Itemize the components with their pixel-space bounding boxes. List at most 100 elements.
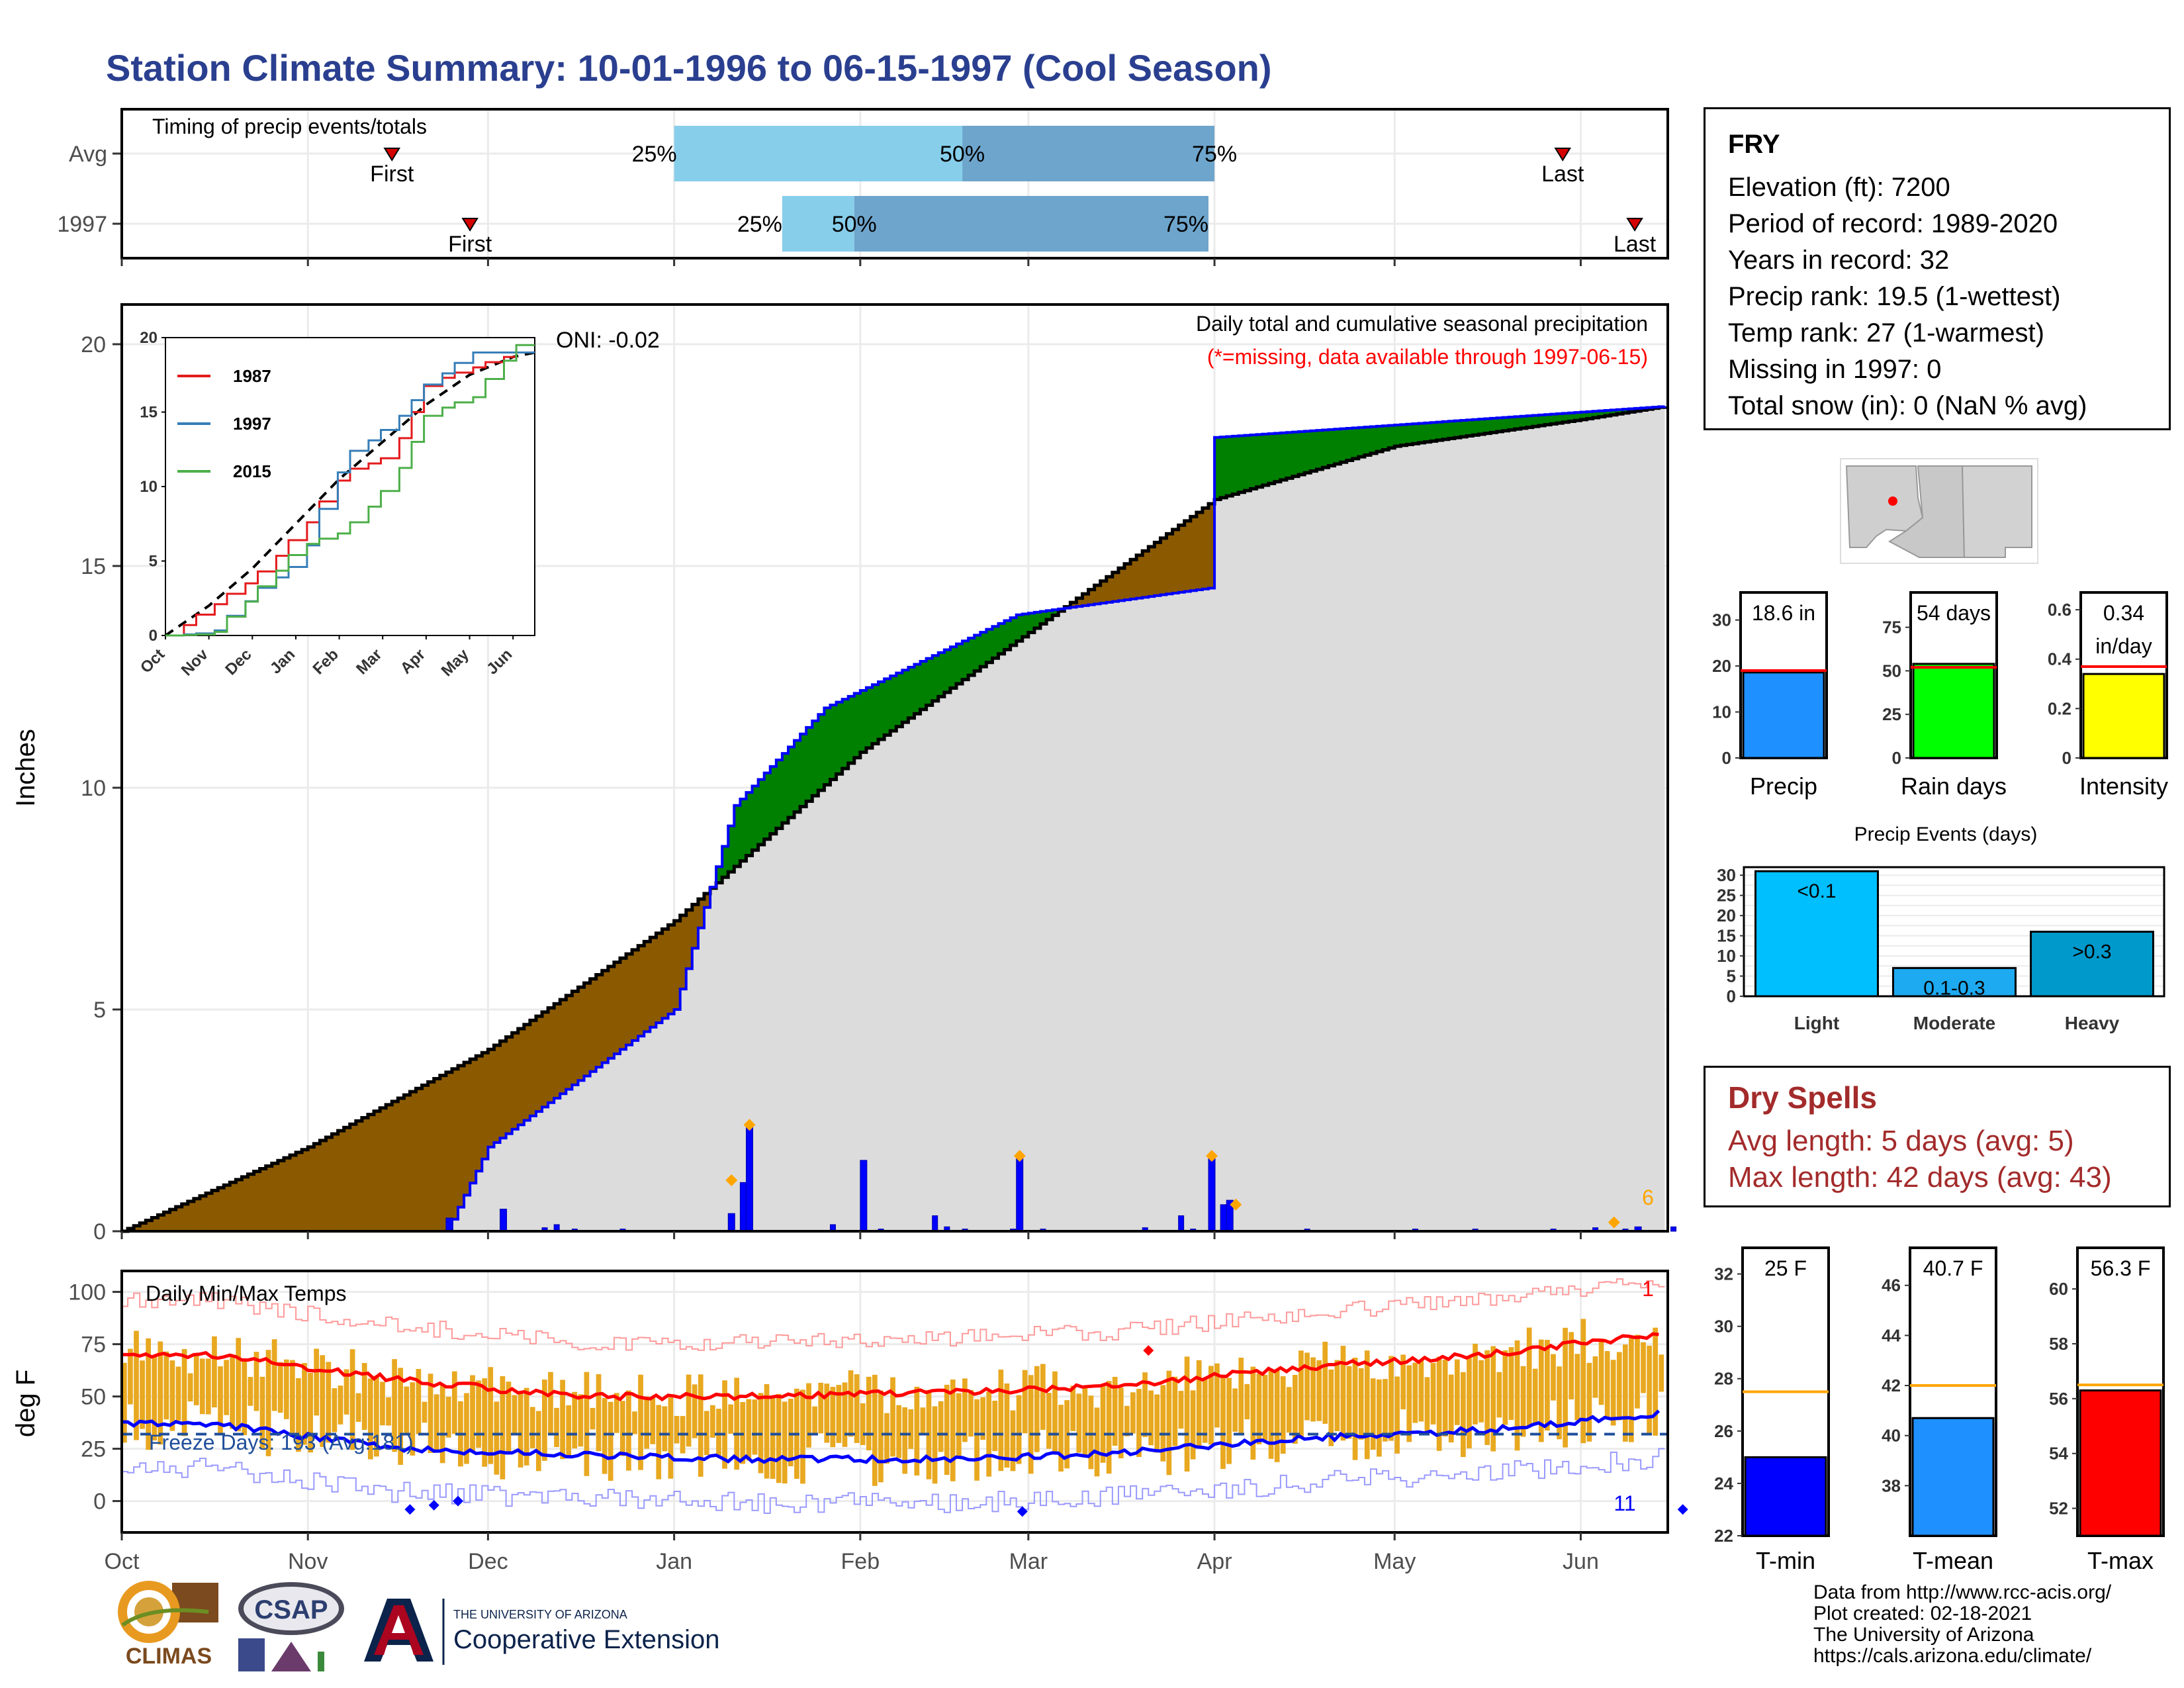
precip-diff-area xyxy=(998,623,1005,654)
temp-daily-bar xyxy=(523,1387,529,1466)
temp-daily-bar xyxy=(752,1399,758,1455)
timing-first-marker xyxy=(383,148,401,162)
precip-diff-area xyxy=(1070,602,1077,608)
inset-xtick-label: Oct xyxy=(137,645,168,677)
precip-diff-area xyxy=(830,705,837,780)
precip-diff-area xyxy=(920,661,927,710)
temp-daily-bar xyxy=(230,1357,236,1429)
temp-summary-ytick-label: 22 xyxy=(1714,1526,1733,1546)
inset-ytick-label: 0 xyxy=(149,627,158,645)
precip-caption: Daily total and cumulative seasonal prec… xyxy=(1196,312,1648,336)
precip-diff-area xyxy=(470,1059,477,1184)
temp-summary-ytick-label: 32 xyxy=(1714,1264,1733,1284)
temp-daily-bar xyxy=(788,1398,794,1467)
temp-daily-bar xyxy=(433,1394,439,1450)
precip-event-marker xyxy=(1230,1198,1242,1211)
temp-daily-bar xyxy=(1557,1366,1562,1440)
temp-daily-bar xyxy=(1496,1372,1502,1418)
precip-frame xyxy=(120,303,1669,1233)
precip-diff-area xyxy=(506,1037,513,1134)
precip-diff-area xyxy=(962,641,969,680)
precip-diff-area xyxy=(158,1215,165,1231)
month-axis-label: Dec xyxy=(468,1549,508,1574)
oni-label: ONI: -0.02 xyxy=(556,328,660,353)
temp-daily-bar xyxy=(619,1401,625,1456)
events-bar-label: <0.1 xyxy=(1797,880,1836,902)
precip-diff-area xyxy=(1557,414,1563,424)
precip-diff-area xyxy=(169,1209,177,1231)
precip-diff-area xyxy=(1551,414,1557,424)
mini-ytick-label: 75 xyxy=(1882,618,1901,637)
precip-diff-area xyxy=(464,1062,471,1196)
temp-daily-bar xyxy=(1592,1356,1598,1398)
temp-daily-bar xyxy=(1124,1405,1130,1436)
precip-diff-area xyxy=(518,1028,525,1125)
temp-record-low-marker xyxy=(1677,1504,1688,1515)
temp-daily-bar xyxy=(896,1405,901,1458)
temp-daily-bar xyxy=(1238,1357,1244,1434)
temp-daily-bar xyxy=(1148,1390,1154,1446)
precip-diff-area xyxy=(986,629,993,663)
precip-diff-area xyxy=(242,1176,249,1231)
precip-diff-area xyxy=(680,915,687,990)
temp-daily-bar xyxy=(596,1374,602,1452)
temp-daily-bar xyxy=(974,1399,979,1481)
temp-daily-bar xyxy=(1076,1393,1082,1453)
temp-daily-bar xyxy=(560,1380,565,1460)
temp-daily-bar xyxy=(1172,1376,1178,1446)
events-bar-heavy xyxy=(2030,931,2154,998)
temp-daily-bar xyxy=(1220,1376,1226,1470)
precip-diff-area xyxy=(271,1163,279,1231)
temp-daily-bar xyxy=(1088,1395,1094,1470)
temp-summary-bar-t-mean xyxy=(1911,1417,1995,1537)
precip-diff-area xyxy=(1118,568,1125,601)
precip-diff-area xyxy=(578,987,585,1081)
precip-diff-area xyxy=(314,1143,320,1231)
temp-daily-bar xyxy=(1569,1332,1574,1400)
precip-diff-area xyxy=(230,1182,236,1231)
precip-diff-area xyxy=(608,966,615,1058)
temp-summary-ytick-label: 60 xyxy=(2049,1279,2068,1299)
temp-daily-bar xyxy=(854,1374,860,1443)
month-axis-label: Feb xyxy=(841,1549,880,1574)
precip-ytick-label: 0 xyxy=(93,1219,106,1244)
precip-diff-area xyxy=(1377,426,1383,452)
precip-diff-area xyxy=(1328,429,1336,466)
temp-daily-bar xyxy=(212,1336,217,1408)
precip-diff-area xyxy=(1172,529,1179,594)
events-ytick-label: 10 xyxy=(1717,946,1736,966)
precip-diff-area xyxy=(1383,426,1389,450)
precip-diff-area xyxy=(626,954,633,1045)
precip-diff-area xyxy=(806,727,813,802)
events-category-label: Heavy xyxy=(2065,1013,2120,1033)
precip-diff-area xyxy=(181,1203,189,1231)
temp-daily-bar xyxy=(722,1380,727,1469)
temp-daily-bar xyxy=(349,1349,355,1450)
temp-summary-ytick-label: 30 xyxy=(1714,1317,1733,1336)
mini-value-label: 0.34 xyxy=(2103,601,2144,625)
temp-daily-bar xyxy=(1551,1354,1556,1401)
temp-daily-bar xyxy=(686,1374,692,1447)
precip-diff-area xyxy=(1184,520,1191,592)
temp-daily-bar xyxy=(1635,1335,1640,1409)
temp-daily-bar xyxy=(1232,1388,1238,1432)
precip-diff-area xyxy=(1088,589,1095,605)
events-ytick-label: 5 xyxy=(1727,966,1736,986)
timing-label-75: 75% xyxy=(1163,212,1208,237)
temp-daily-bar xyxy=(439,1383,445,1464)
month-axis-label: Apr xyxy=(1197,1549,1232,1574)
temp-daily-bar xyxy=(1250,1366,1256,1460)
temp-daily-bar xyxy=(764,1383,770,1479)
precip-diff-area xyxy=(638,945,645,1037)
inset-xtick-label: Feb xyxy=(310,645,342,678)
temp-daily-bar xyxy=(146,1338,151,1450)
temp-daily-bar xyxy=(494,1401,500,1475)
precip-diff-area xyxy=(1490,418,1498,433)
precip-diff-area xyxy=(1514,416,1522,430)
precip-event-marker xyxy=(725,1174,738,1186)
temp-daily-bar xyxy=(175,1366,181,1421)
precip-diff-area xyxy=(890,676,897,731)
temp-record-low-line xyxy=(122,1448,1665,1514)
precip-diff-area xyxy=(1352,428,1359,459)
station-line-period: Period of record: 1989-2020 xyxy=(1728,209,2058,238)
